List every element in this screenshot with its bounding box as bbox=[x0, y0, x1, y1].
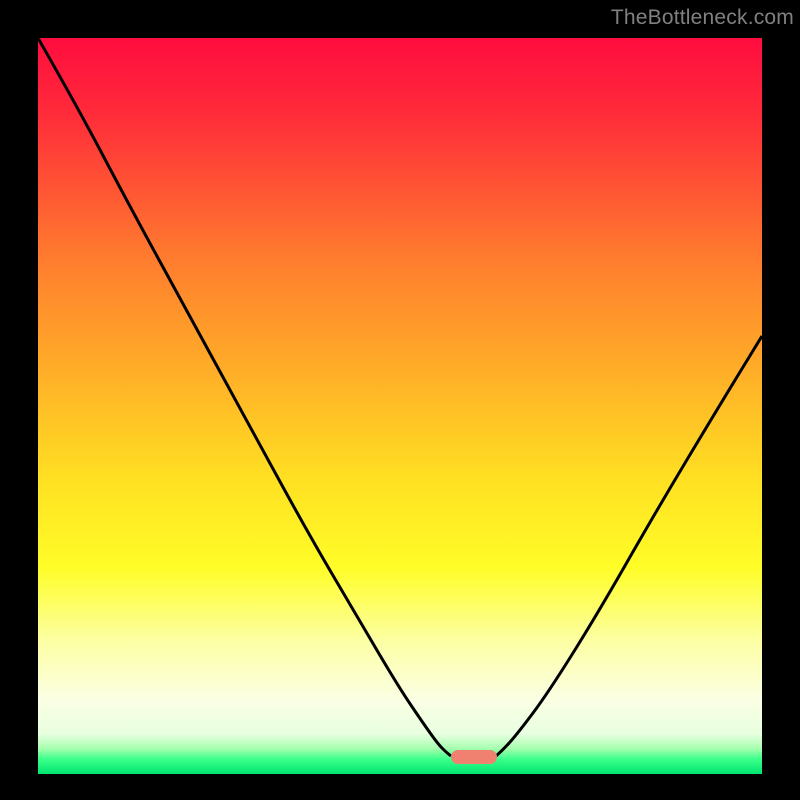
watermark-text: TheBottleneck.com bbox=[611, 6, 794, 30]
frame-border-right bbox=[762, 0, 800, 800]
frame-border-left bbox=[0, 0, 38, 800]
minimum-marker bbox=[451, 750, 497, 764]
frame-border-bottom bbox=[0, 774, 800, 800]
chart-frame: TheBottleneck.com bbox=[0, 0, 800, 800]
plot-area bbox=[38, 38, 762, 774]
gradient-background bbox=[38, 38, 762, 774]
